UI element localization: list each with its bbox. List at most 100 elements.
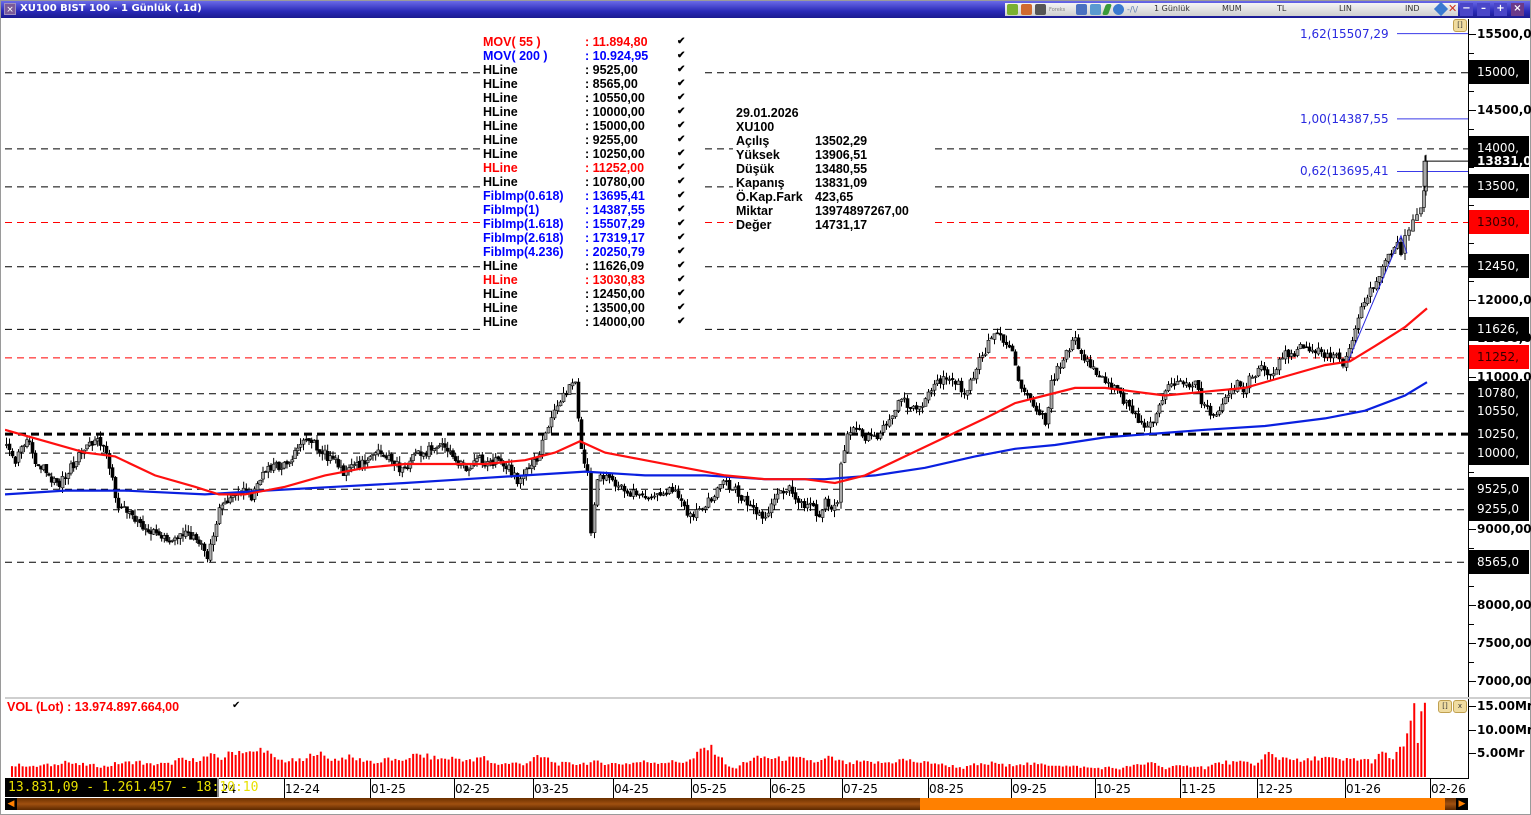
legend-indicator-name[interactable]: FibImp(4.236): [483, 245, 564, 259]
time-axis[interactable]: 24 12-24 01-25 02-25 03-25 04-25 05-25 06-25 07-…: [5, 778, 1468, 799]
panel-resize-button[interactable]: []: [1453, 19, 1467, 32]
candle: [1103, 376, 1108, 383]
time-scrollbar[interactable]: ◀ ▶: [5, 798, 1468, 810]
price-axis[interactable]: 15500,0014500,0012000,0011500,0011000,00…: [1468, 19, 1531, 779]
volume-bar: [916, 762, 919, 777]
scale-selector[interactable]: LIN: [1339, 4, 1352, 13]
volume-maximize-button[interactable]: []: [1438, 700, 1452, 713]
visibility-check-icon[interactable]: ✔: [677, 176, 686, 187]
maximize-button[interactable]: +: [1494, 3, 1507, 16]
visibility-check-icon[interactable]: ✔: [677, 134, 686, 145]
visibility-check-icon[interactable]: ✔: [677, 246, 686, 257]
legend-indicator-name[interactable]: HLine: [483, 175, 518, 189]
visibility-check-icon[interactable]: ✔: [677, 148, 686, 159]
volume-bar: [667, 762, 670, 777]
palette-icon[interactable]: [1021, 4, 1032, 15]
visibility-check-icon[interactable]: ✔: [677, 302, 686, 313]
indicators-selector[interactable]: IND: [1405, 4, 1420, 13]
volume-bar: [1328, 757, 1331, 777]
legend-indicator-name[interactable]: HLine: [483, 259, 518, 273]
scroll-left-icon[interactable]: ◀: [5, 798, 17, 810]
candle: [19, 446, 24, 453]
legend-indicator-name[interactable]: HLine: [483, 287, 518, 301]
volume-bar: [1338, 759, 1341, 777]
title-close-icon[interactable]: ×: [4, 3, 16, 15]
visibility-check-icon[interactable]: ✔: [677, 64, 686, 75]
legend-indicator-name[interactable]: HLine: [483, 301, 518, 315]
volume-bar: [1413, 703, 1416, 777]
fib-impulse-line[interactable]: [1347, 234, 1408, 362]
visibility-check-icon[interactable]: ✔: [677, 92, 686, 103]
legend-indicator-name[interactable]: FibImp(2.618): [483, 231, 564, 245]
visibility-check-icon[interactable]: ✔: [677, 50, 686, 61]
visibility-check-icon[interactable]: ✔: [677, 204, 686, 215]
pencil-icon[interactable]: [1101, 4, 1113, 15]
trend-tool-icon[interactable]: -/\/: [1127, 5, 1138, 14]
visibility-check-icon[interactable]: ✔: [677, 190, 686, 201]
currency-selector[interactable]: TL: [1277, 4, 1287, 13]
legend-indicator-name[interactable]: HLine: [483, 105, 518, 119]
visibility-check-icon[interactable]: ✔: [677, 120, 686, 131]
last-candle[interactable]: [1422, 160, 1428, 187]
legend-indicator-name[interactable]: MOV( 200 ): [483, 49, 548, 63]
legend-indicator-name[interactable]: HLine: [483, 63, 518, 77]
volume-bar: [660, 762, 663, 777]
restore-button[interactable]: –: [1477, 3, 1490, 16]
legend-indicator-name[interactable]: HLine: [483, 119, 518, 133]
volume-bar: [1164, 769, 1167, 777]
chart-settings-icon[interactable]: [1090, 4, 1101, 15]
close-button[interactable]: ×: [1511, 3, 1524, 16]
visibility-check-icon[interactable]: ✔: [677, 316, 686, 327]
visibility-check-icon[interactable]: ✔: [677, 36, 686, 47]
legend-indicator-name[interactable]: HLine: [483, 133, 518, 147]
legend-indicator-name[interactable]: HLine: [483, 315, 518, 329]
chart-type-selector[interactable]: MUM: [1222, 4, 1242, 13]
scroll-thumb[interactable]: [920, 798, 1445, 810]
visibility-check-icon[interactable]: ✔: [677, 218, 686, 229]
candle: [564, 393, 569, 396]
mov200-line[interactable]: [5, 381, 1428, 496]
volume-bar: [518, 763, 521, 777]
calculator-icon[interactable]: [1076, 4, 1087, 15]
visibility-check-icon[interactable]: ✔: [677, 78, 686, 89]
legend-indicator-name[interactable]: HLine: [483, 147, 518, 161]
time-axis-label: 03-25: [534, 782, 569, 796]
pin-icon[interactable]: [1433, 1, 1449, 17]
legend-indicator-name[interactable]: FibImp(0.618): [483, 189, 564, 203]
volume-bar: [997, 763, 1000, 777]
template-icon[interactable]: [1007, 4, 1018, 15]
mov55-line[interactable]: [5, 307, 1428, 496]
info-value: 13974897267,00: [815, 204, 909, 218]
legend-indicator-name[interactable]: HLine: [483, 91, 518, 105]
volume-bar: [525, 763, 528, 777]
period-selector[interactable]: 1 Günlük: [1154, 4, 1190, 13]
candle: [869, 434, 874, 436]
visibility-check-icon[interactable]: ✔: [677, 288, 686, 299]
volume-close-button[interactable]: x: [1453, 700, 1467, 713]
volume-bar: [1107, 766, 1110, 777]
legend-indicator-name[interactable]: FibImp(1.618): [483, 217, 564, 231]
volume-separator[interactable]: [5, 697, 1530, 699]
tools-icon[interactable]: ✕: [1448, 2, 1458, 15]
legend-indicator-name[interactable]: HLine: [483, 273, 518, 287]
visibility-check-icon[interactable]: ✔: [677, 232, 686, 243]
visibility-check-icon[interactable]: ✔: [677, 106, 686, 117]
minimize-button[interactable]: −: [1460, 3, 1473, 16]
candle: [170, 539, 175, 542]
visibility-check-icon[interactable]: ✔: [677, 274, 686, 285]
legend-indicator-name[interactable]: HLine: [483, 161, 518, 175]
legend-indicator-name[interactable]: MOV( 55 ): [483, 35, 541, 49]
candle: [854, 427, 859, 430]
legend-indicator-name[interactable]: HLine: [483, 77, 518, 91]
scroll-right-icon[interactable]: ▶: [1456, 798, 1468, 810]
visibility-check-icon[interactable]: ✔: [677, 162, 686, 173]
volume-check-icon[interactable]: ✔: [232, 700, 241, 711]
crosshair-icon[interactable]: [1113, 4, 1124, 15]
title-bar[interactable]: × XU100 BIST 100 - 1 Günlük (.1d) Foreks…: [1, 1, 1530, 18]
price-chart[interactable]: [5, 19, 1468, 696]
candle: [1371, 287, 1376, 289]
window-icon[interactable]: [1035, 4, 1046, 15]
volume-chart[interactable]: [5, 699, 1468, 777]
visibility-check-icon[interactable]: ✔: [677, 260, 686, 271]
legend-indicator-name[interactable]: FibImp(1): [483, 203, 540, 217]
